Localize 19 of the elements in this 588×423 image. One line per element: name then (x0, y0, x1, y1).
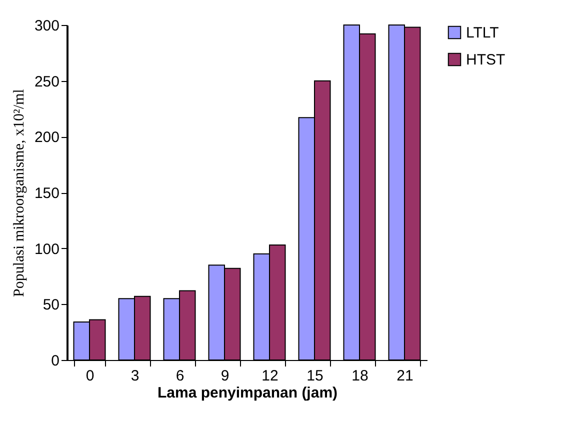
x-tick-label: 6 (176, 368, 184, 384)
y-tick-label: 50 (42, 296, 60, 314)
y-axis-title: Populasi mikroorganisme, x10²/ml (11, 89, 28, 297)
y-tick-label: 150 (34, 185, 60, 202)
x-tick-label: 12 (262, 368, 278, 384)
legend-label: HTST (466, 52, 506, 68)
y-tick-label: 100 (34, 240, 60, 258)
x-tick-label: 3 (130, 368, 140, 384)
y-tick-label: 250 (34, 73, 60, 90)
x-tick-label: 18 (352, 368, 368, 384)
x-axis-title: Lama penyimpanan (jam) (157, 384, 338, 402)
y-tick-label: 200 (34, 129, 60, 146)
legend-label: LTLT (466, 24, 499, 42)
y-tick-label: 0 (51, 352, 60, 370)
x-tick-label: 0 (86, 368, 94, 384)
y-tick-label: 300 (34, 18, 60, 34)
x-tick-label: 15 (306, 368, 324, 384)
x-tick-label: 9 (220, 368, 230, 384)
x-tick-label: 21 (396, 368, 414, 384)
